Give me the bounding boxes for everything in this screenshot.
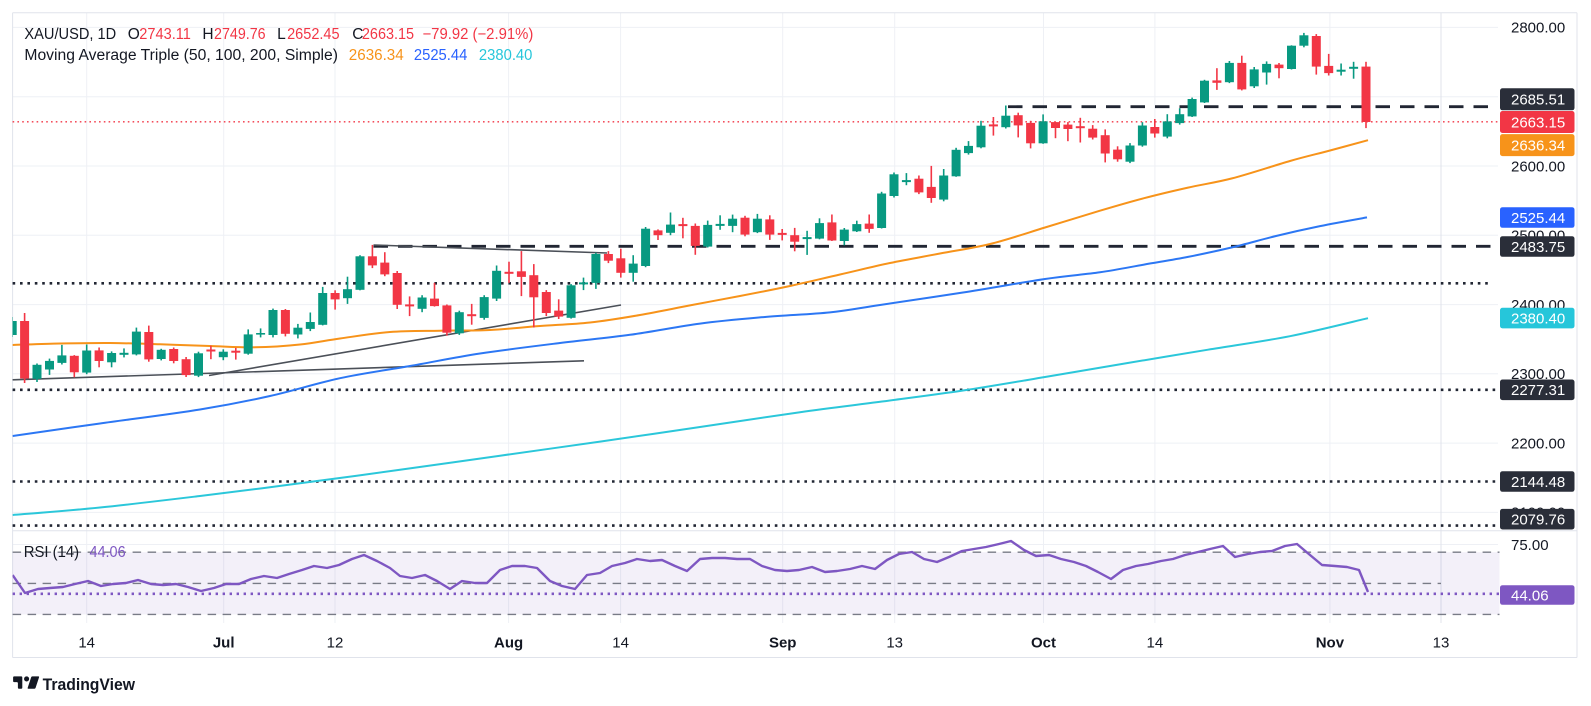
svg-text:2800.00: 2800.00: [1511, 20, 1565, 37]
svg-text:2749.76: 2749.76: [214, 26, 266, 43]
svg-text:2380.40: 2380.40: [1511, 310, 1565, 327]
svg-text:Sep: Sep: [769, 634, 797, 651]
svg-text:2144.48: 2144.48: [1511, 474, 1565, 491]
svg-text:2600.00: 2600.00: [1511, 158, 1565, 175]
svg-text:Jul: Jul: [213, 634, 235, 651]
svg-text:Oct: Oct: [1031, 634, 1056, 651]
svg-text:2277.31: 2277.31: [1511, 382, 1565, 399]
svg-text:2525.44: 2525.44: [1511, 210, 1565, 227]
svg-text:2685.51: 2685.51: [1511, 92, 1565, 109]
svg-text:2636.34: 2636.34: [349, 47, 404, 64]
svg-text:2200.00: 2200.00: [1511, 435, 1565, 452]
svg-text:14: 14: [78, 634, 95, 651]
svg-text:C: C: [352, 26, 363, 43]
svg-text:2663.15: 2663.15: [362, 26, 414, 43]
svg-text:H: H: [202, 26, 213, 43]
svg-text:14: 14: [1147, 634, 1164, 651]
svg-text:XAU/USD, 1D: XAU/USD, 1D: [24, 26, 116, 43]
svg-text:Nov: Nov: [1316, 634, 1345, 651]
svg-text:RSI (14): RSI (14): [24, 544, 79, 561]
svg-text:2525.44: 2525.44: [414, 47, 468, 64]
svg-text:2663.15: 2663.15: [1511, 114, 1565, 131]
svg-text:L: L: [277, 26, 286, 43]
svg-text:Aug: Aug: [494, 634, 523, 651]
svg-text:44.06: 44.06: [1511, 587, 1549, 604]
svg-text:2300.00: 2300.00: [1511, 366, 1565, 383]
svg-text:2636.34: 2636.34: [1511, 137, 1565, 154]
svg-text:12: 12: [327, 634, 344, 651]
svg-text:14: 14: [612, 634, 629, 651]
svg-text:TradingView: TradingView: [43, 675, 136, 694]
svg-text:13: 13: [886, 634, 903, 651]
svg-text:44.06: 44.06: [90, 544, 126, 561]
svg-text:13: 13: [1433, 634, 1450, 651]
svg-text:−79.92 (−2.91%): −79.92 (−2.91%): [423, 26, 534, 43]
svg-text:2483.75: 2483.75: [1511, 239, 1565, 256]
svg-text:Moving Average Triple (50, 100: Moving Average Triple (50, 100, 200, Sim…: [24, 47, 338, 64]
svg-text:2380.40: 2380.40: [479, 47, 533, 64]
svg-text:75.00: 75.00: [1511, 537, 1549, 554]
svg-text:2079.76: 2079.76: [1511, 512, 1565, 529]
svg-text:2743.11: 2743.11: [139, 26, 191, 43]
svg-text:2652.45: 2652.45: [287, 26, 340, 43]
svg-text:O: O: [128, 26, 140, 43]
